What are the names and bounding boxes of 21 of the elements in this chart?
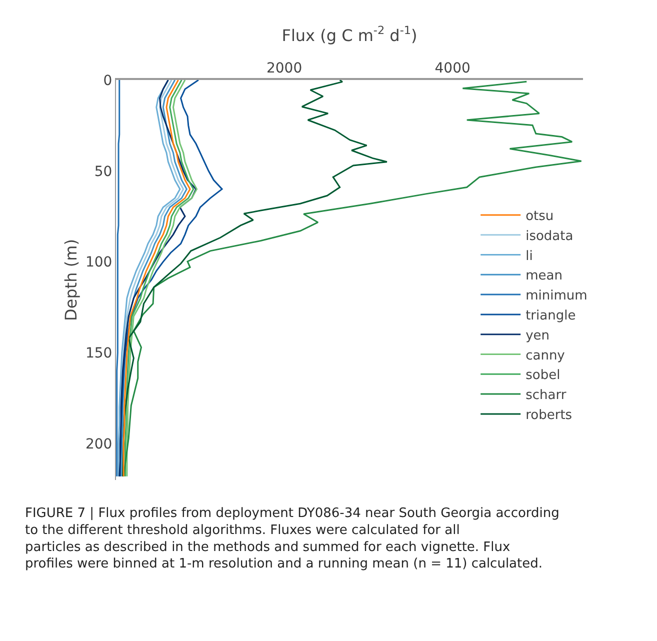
- legend-label: scharr: [526, 388, 567, 404]
- caption: FIGURE 7 | Flux profiles from deployment DY086-34 near South Georgia according to the different threshold algorithms. Fluxes were calculated for all particles as described in the methods and summed for each vignette. Flux profiles were binned at 1-m resolution and a running mean (n = 11) calculated.: [25, 506, 560, 572]
- y-tick-label: 50: [94, 164, 112, 180]
- legend-label: mean: [526, 268, 562, 284]
- legend-label: roberts: [526, 408, 572, 424]
- legend-label: otsu: [526, 209, 554, 224]
- legend-label: isodata: [526, 228, 574, 244]
- x-tick-label: 4000: [434, 60, 470, 76]
- legend-label: sobel: [526, 368, 560, 384]
- y-tick-label: 100: [85, 254, 112, 271]
- legend-label: triangle: [526, 308, 576, 324]
- x-tick-label: 2000: [266, 60, 302, 76]
- y-axis-title: Depth (m): [61, 239, 80, 321]
- y-tick-label: 200: [85, 436, 112, 453]
- legend-label: canny: [526, 348, 566, 364]
- x-axis-title: Flux (g C m$^{-2}$ d$^{-1}$): [282, 24, 418, 45]
- y-tick-label: 0: [103, 72, 112, 89]
- legend-label: li: [526, 248, 533, 264]
- legend-label: minimum: [526, 288, 588, 304]
- y-tick-label: 150: [85, 346, 112, 362]
- legend-label: yen: [526, 328, 550, 344]
